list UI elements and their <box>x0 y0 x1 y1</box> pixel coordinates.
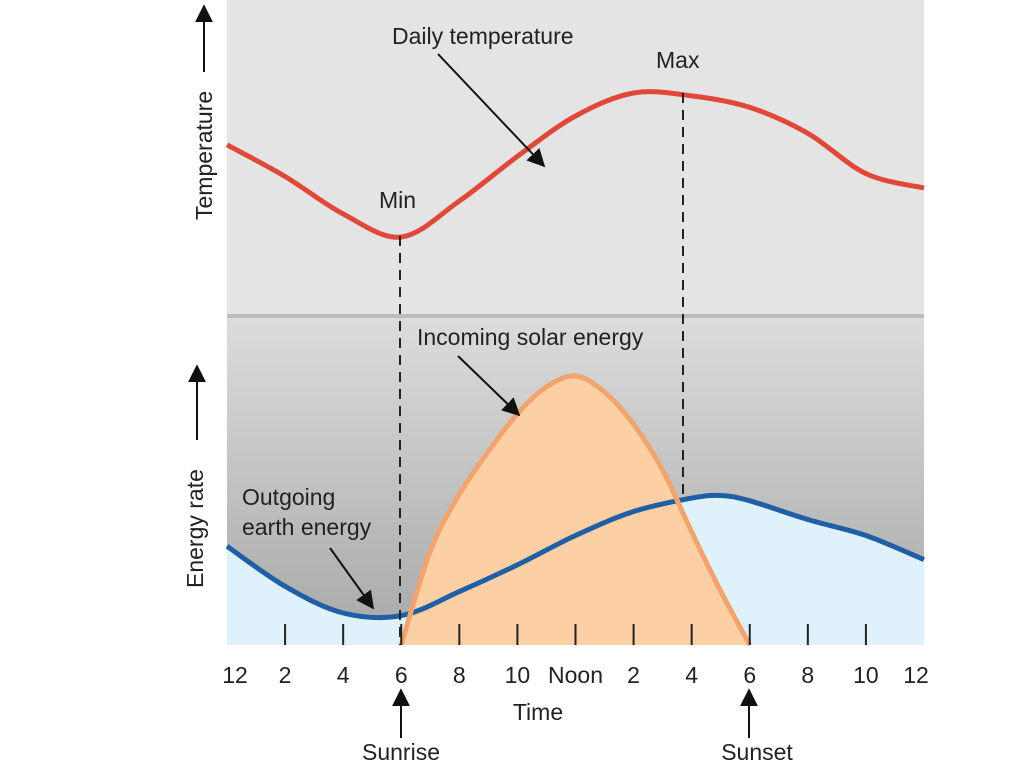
x-tick-marks <box>284 624 867 645</box>
label-daily-temperature: Daily temperature <box>392 23 574 49</box>
label-incoming-solar-energy: Incoming solar energy <box>417 324 644 350</box>
daily-temperature-line <box>225 89 925 240</box>
y-axis-title-energy-rate: Energy rate <box>182 469 208 588</box>
arrow-daily-temperature <box>437 53 546 168</box>
x-tick-label: 4 <box>337 662 350 688</box>
label-outgoing-line2: earth energy <box>242 514 372 540</box>
x-tick-label: 10 <box>505 662 531 688</box>
label-max: Max <box>656 47 700 73</box>
x-tick-label: 12 <box>903 662 929 688</box>
x-tick-label: 6 <box>395 662 408 688</box>
x-axis-title: Time <box>513 699 563 725</box>
x-tick-label: 8 <box>801 662 814 688</box>
label-sunset: Sunset <box>721 739 793 765</box>
x-tick-label: 2 <box>279 662 292 688</box>
arrow-outgoing-earth-energy <box>329 547 375 610</box>
label-outgoing-line1: Outgoing <box>242 484 335 510</box>
x-tick-label: 8 <box>453 662 466 688</box>
x-tick-label: 6 <box>743 662 756 688</box>
x-tick-label: 4 <box>685 662 698 688</box>
top-panel <box>227 0 924 315</box>
arrow-incoming-solar-energy <box>457 355 521 417</box>
x-tick-labels: 12 2 4 6 8 10 Noon 2 4 6 8 10 12 <box>222 662 929 688</box>
incoming-solar-energy-line <box>398 373 752 647</box>
label-min: Min <box>379 187 416 213</box>
x-tick-label: 10 <box>853 662 879 688</box>
outgoing-earth-energy-line <box>225 492 925 621</box>
label-sunrise: Sunrise <box>362 739 440 765</box>
y-axis-title-temperature: Temperature <box>191 91 217 220</box>
x-tick-label: 2 <box>627 662 640 688</box>
x-tick-label: Noon <box>548 662 603 688</box>
x-tick-label: 12 <box>222 662 248 688</box>
